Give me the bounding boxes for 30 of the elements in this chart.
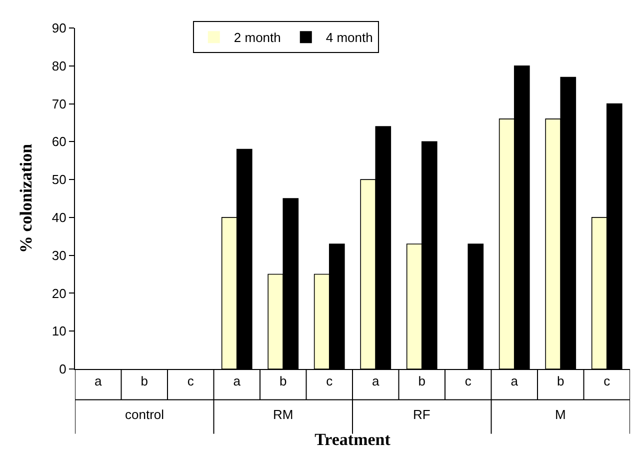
text: RM	[273, 407, 294, 422]
y-tick-label: 20	[52, 286, 66, 301]
x-tick-label: b	[280, 374, 287, 389]
text: M	[555, 407, 566, 422]
x-tick-label: a	[372, 374, 380, 389]
x-tick-label: b	[418, 374, 426, 389]
y-axis-title: % colonization	[16, 143, 36, 254]
y-tick-label: 10	[52, 324, 66, 339]
x-tick-label: c	[604, 374, 611, 389]
y-tick-label: 90	[52, 20, 66, 36]
x-tick-label: a	[510, 374, 519, 389]
x-tick-label: a	[94, 374, 103, 389]
legend-label: 4 month	[326, 30, 373, 46]
legend-label: 2 month	[234, 30, 281, 46]
x-tick-label: c	[326, 374, 334, 389]
y-tick-label: 30	[52, 248, 66, 263]
text: RF	[413, 407, 430, 422]
text: control	[125, 407, 164, 422]
y-tick-label: 40	[52, 210, 66, 225]
x-tick-label: c	[187, 374, 194, 389]
x-axis-title: Treatment	[314, 430, 391, 449]
y-tick-label: 70	[52, 96, 66, 112]
x-tick-label: c	[464, 374, 472, 389]
y-tick-label: 80	[52, 58, 66, 74]
y-tick-label: 50	[52, 172, 66, 188]
y-tick-label: 60	[52, 134, 66, 150]
x-tick-label: b	[140, 374, 148, 389]
x-tick-label: a	[233, 374, 242, 389]
y-tick-label: 0	[59, 362, 66, 377]
x-tick-label: b	[557, 374, 564, 389]
